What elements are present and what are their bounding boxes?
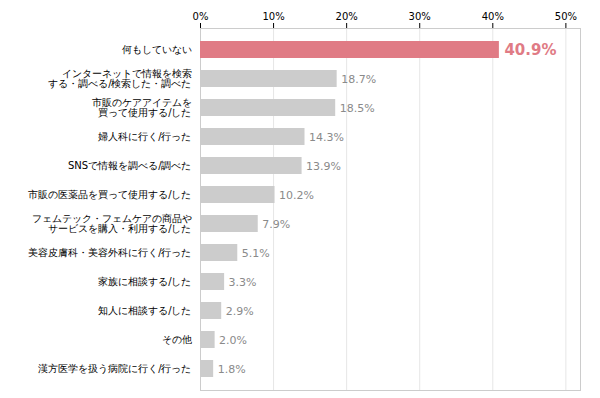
svg-text:その他: その他: [162, 334, 192, 345]
svg-text:インターネットで情報を検索する・調べる/検索した・調べた: インターネットで情報を検索する・調べる/検索した・調べた: [48, 68, 191, 89]
svg-text:10%: 10%: [262, 11, 284, 22]
svg-text:3.3%: 3.3%: [229, 276, 257, 289]
svg-text:20%: 20%: [336, 11, 358, 22]
svg-text:0%: 0%: [193, 11, 209, 22]
svg-text:40.9%: 40.9%: [504, 41, 556, 59]
svg-text:市販の医薬品を買って使用する/した: 市販の医薬品を買って使用する/した: [28, 189, 191, 200]
svg-text:家族に相談する/した: 家族に相談する/した: [98, 276, 191, 287]
svg-text:婦人科に行く/行った: 婦人科に行く/行った: [98, 131, 191, 142]
svg-text:14.3%: 14.3%: [309, 131, 344, 144]
svg-text:50%: 50%: [555, 11, 577, 22]
svg-text:10.2%: 10.2%: [279, 189, 314, 202]
svg-text:13.9%: 13.9%: [306, 160, 341, 173]
svg-text:7.9%: 7.9%: [262, 218, 290, 231]
svg-text:漢方医学を扱う病院に行く/行った: 漢方医学を扱う病院に行く/行った: [38, 363, 191, 374]
svg-text:18.5%: 18.5%: [340, 102, 375, 115]
svg-text:美容皮膚科・美容外科に行く/行った: 美容皮膚科・美容外科に行く/行った: [28, 247, 191, 258]
svg-text:30%: 30%: [409, 11, 431, 22]
svg-text:18.7%: 18.7%: [341, 73, 376, 86]
svg-text:5.1%: 5.1%: [242, 247, 270, 260]
svg-text:2.9%: 2.9%: [226, 305, 254, 318]
svg-text:市販のケアアイテムを買って使用する/した: 市販のケアアイテムを買って使用する/した: [92, 97, 192, 118]
svg-text:何もしていない: 何もしていない: [122, 44, 192, 55]
svg-text:知人に相談する/した: 知人に相談する/した: [98, 305, 191, 316]
svg-text:40%: 40%: [482, 11, 504, 22]
svg-text:2.0%: 2.0%: [219, 334, 247, 347]
svg-text:SNSで情報を調べる/調べた: SNSで情報を調べる/調べた: [68, 160, 192, 171]
svg-text:フェムテック・フェムケアの商品やサービスを購入・利用する/し: フェムテック・フェムケアの商品やサービスを購入・利用する/した: [32, 213, 192, 234]
svg-text:1.8%: 1.8%: [218, 363, 246, 376]
